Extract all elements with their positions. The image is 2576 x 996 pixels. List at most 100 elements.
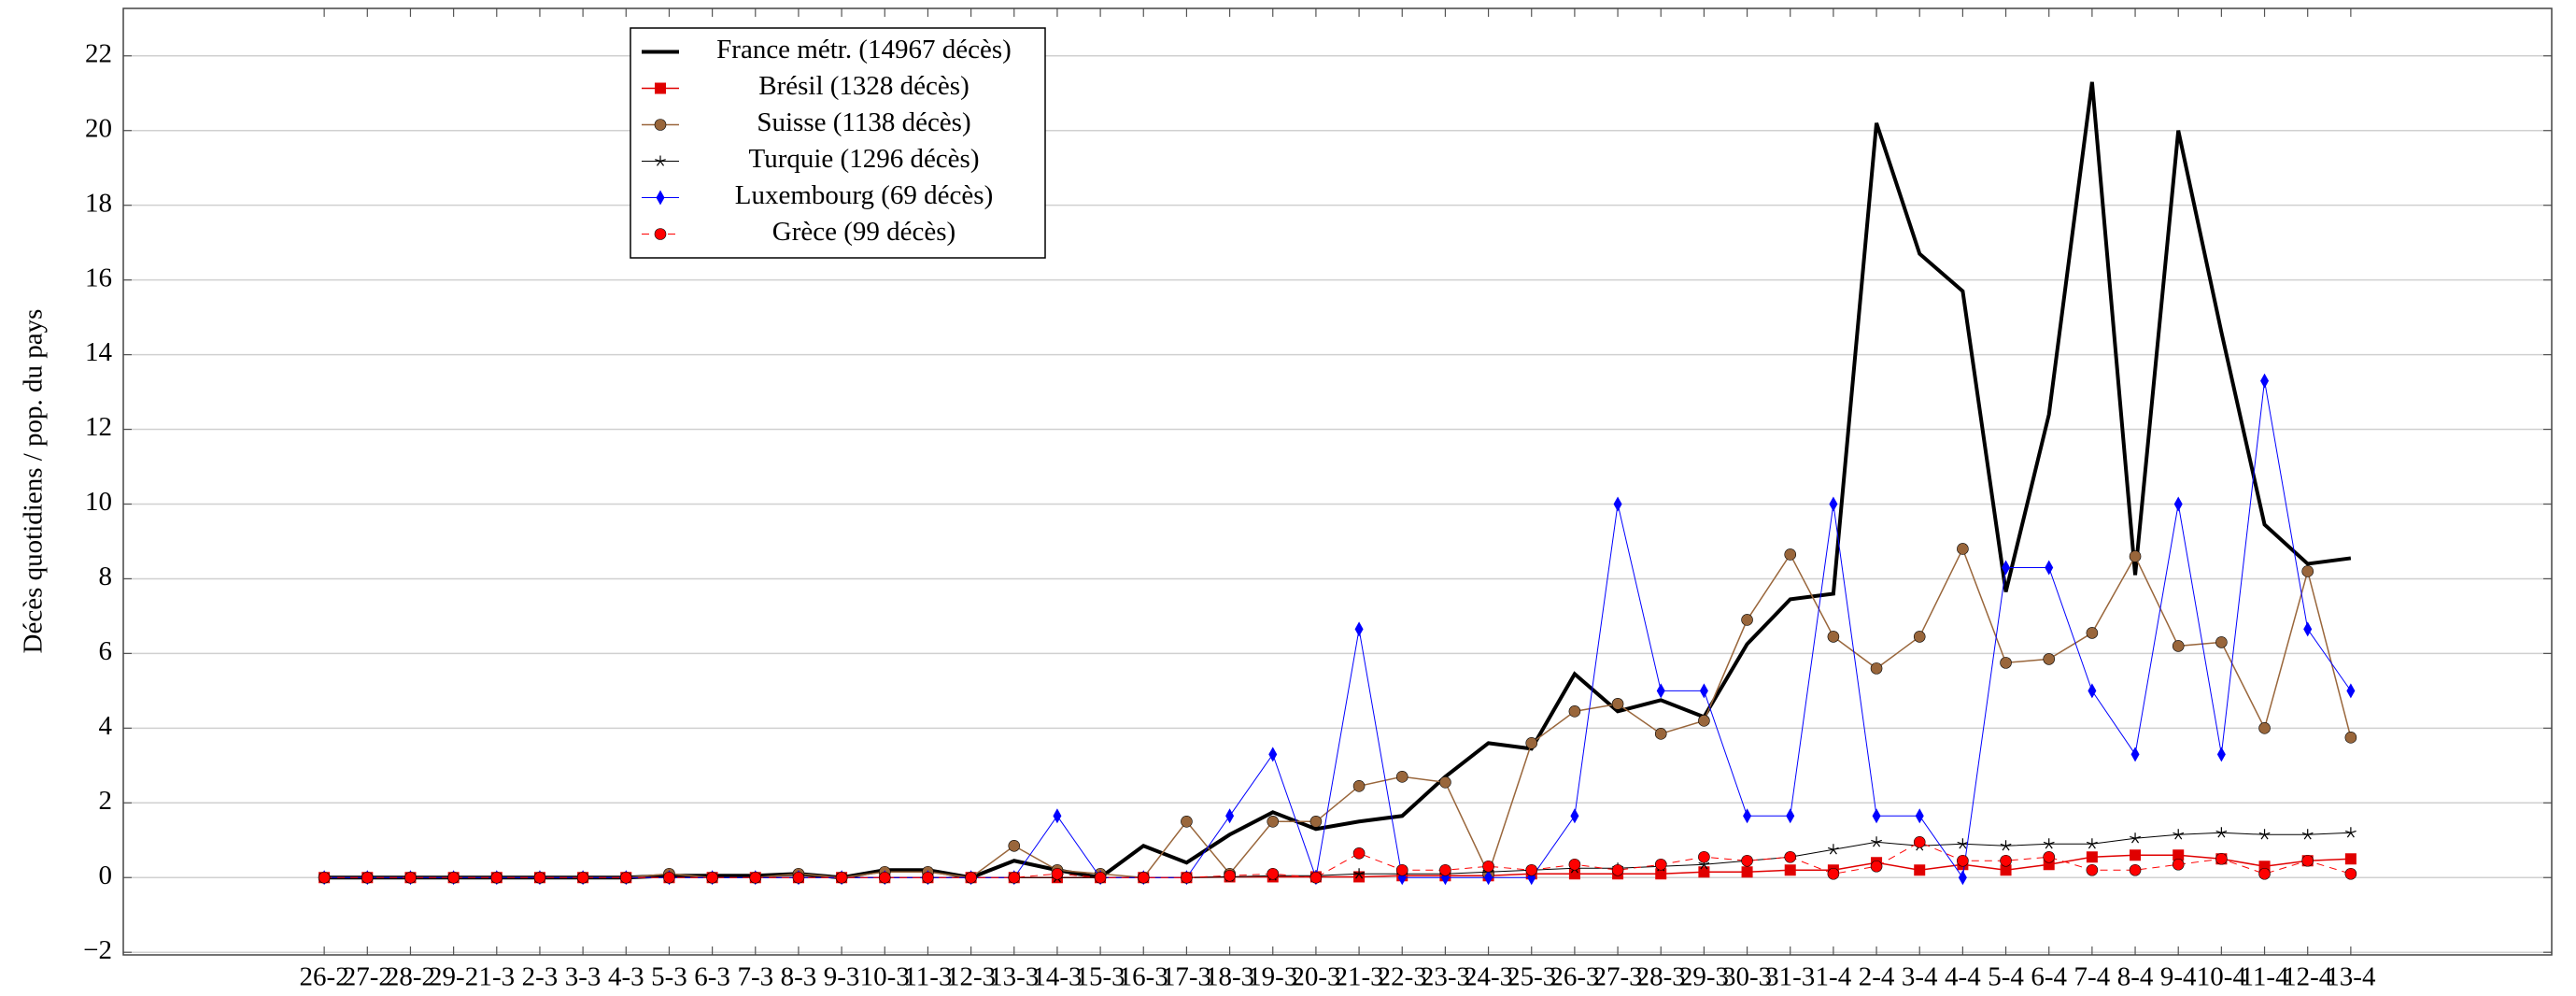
marker: [1741, 614, 1753, 626]
marker: [2172, 640, 2185, 652]
y-tick-label: 4: [99, 711, 113, 741]
x-tick-label: 24-3: [1464, 962, 1513, 992]
y-tick-label: 14: [85, 337, 113, 367]
marker: [1871, 836, 1882, 847]
marker: [1656, 683, 1665, 699]
x-tick-label: 17-3: [1162, 962, 1211, 992]
x-tick-label: 27-2: [343, 962, 392, 992]
marker: [2301, 565, 2314, 577]
marker: [663, 871, 675, 884]
marker: [2043, 838, 2055, 849]
x-tick-label: 4-4: [1945, 962, 1981, 992]
marker: [2002, 560, 2011, 576]
marker: [2215, 852, 2228, 865]
marker: [1309, 815, 1323, 828]
marker: [835, 871, 848, 884]
y-tick-label: 20: [85, 113, 112, 143]
x-tick-label: 6-4: [2031, 962, 2067, 992]
x-tick-label: 21-3: [1334, 962, 1383, 992]
marker: [1309, 871, 1323, 884]
marker: [1053, 808, 1062, 824]
marker: [2344, 827, 2357, 838]
marker: [1051, 867, 1064, 880]
marker: [1268, 747, 1278, 762]
marker: [1654, 858, 1667, 871]
marker: [2000, 854, 2012, 867]
marker: [1914, 864, 1926, 876]
marker: [1525, 863, 1538, 876]
marker: [2258, 722, 2271, 734]
marker: [1784, 864, 1796, 876]
legend-label: Suisse (1138 décès): [757, 107, 970, 137]
x-tick-label: 2-4: [1859, 962, 1895, 992]
x-tick-label: 1-3: [478, 962, 515, 992]
marker: [2086, 838, 2098, 849]
x-tick-label: 16-3: [1119, 962, 1168, 992]
marker: [2130, 849, 2142, 861]
marker: [965, 871, 977, 884]
x-tick-label: 23-3: [1421, 962, 1470, 992]
x-tick-label: 7-4: [2074, 962, 2111, 992]
y-tick-label: 18: [85, 188, 112, 218]
marker: [1484, 870, 1493, 886]
series-line: [324, 81, 2352, 880]
y-tick-label: 6: [99, 636, 113, 666]
marker: [1611, 698, 1624, 710]
x-tick-label: 4-3: [608, 962, 644, 992]
y-axis-label: Décès quotidiens / pop. du pays: [19, 309, 49, 654]
x-tick-label: 3-3: [565, 962, 602, 992]
x-tick-label: 10-4: [2197, 962, 2247, 992]
marker: [1741, 854, 1753, 867]
x-tick-label: 9-4: [2160, 962, 2197, 992]
x-tick-label: 11-4: [2240, 962, 2289, 992]
marker: [1698, 715, 1710, 727]
x-tick-label: 31-3: [1765, 962, 1815, 992]
legend-marker: [654, 228, 667, 240]
legend-label: France métr. (14967 décès): [716, 35, 1012, 64]
marker: [1654, 728, 1667, 740]
marker: [1741, 866, 1753, 878]
marker: [2045, 560, 2054, 576]
marker: [1568, 868, 1580, 880]
x-tick-label: 5-3: [651, 962, 687, 992]
marker: [1915, 808, 1924, 824]
marker: [2130, 832, 2141, 844]
x-tick-label: 15-3: [1076, 962, 1125, 992]
marker: [2344, 732, 2357, 744]
marker: [1137, 871, 1150, 884]
marker: [1267, 815, 1280, 828]
marker: [1913, 631, 1926, 643]
marker: [1568, 705, 1581, 718]
marker: [1957, 838, 1969, 849]
marker: [2129, 550, 2142, 562]
marker: [1784, 850, 1797, 863]
x-tick-label: 20-3: [1291, 962, 1340, 992]
marker: [1829, 496, 1838, 512]
marker: [2216, 747, 2226, 762]
marker: [1482, 860, 1494, 873]
y-tick-label: 2: [99, 786, 113, 816]
marker: [2301, 829, 2314, 840]
x-tick-label: 19-3: [1248, 962, 1297, 992]
marker: [1870, 860, 1883, 873]
y-tick-label: 0: [99, 861, 113, 890]
marker: [2173, 849, 2185, 861]
x-tick-label: 26-3: [1550, 962, 1599, 992]
marker: [1354, 621, 1364, 637]
series-line: [324, 841, 2352, 878]
marker: [1353, 868, 1365, 879]
x-tick-label: 12-4: [2283, 962, 2333, 992]
marker: [792, 871, 805, 884]
x-tick-label: 9-3: [824, 962, 860, 992]
marker: [2344, 867, 2357, 880]
x-tick-label: 2-3: [522, 962, 559, 992]
marker: [1395, 771, 1408, 783]
marker: [1224, 869, 1236, 882]
legend: France métr. (14967 décès) Brésil (1328 d…: [630, 27, 1046, 259]
x-tick-label: 29-3: [1679, 962, 1729, 992]
marker: [2173, 496, 2183, 512]
y-tick-label: 10: [85, 487, 112, 517]
marker: [2215, 827, 2228, 838]
plot-frame: [122, 7, 2553, 956]
x-tick-label: 13-3: [989, 962, 1039, 992]
